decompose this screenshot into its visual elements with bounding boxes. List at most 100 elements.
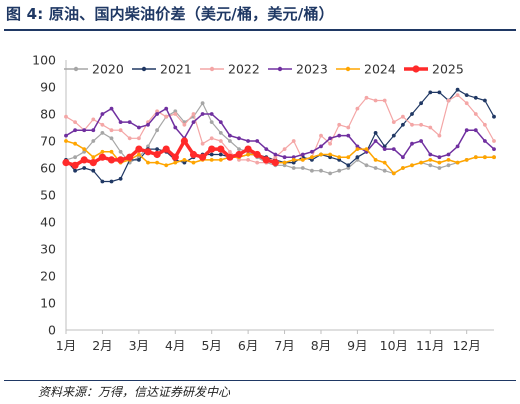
data-point (200, 141, 205, 146)
data-point (82, 147, 87, 152)
data-point (473, 112, 478, 116)
x-tick-label: 9月 (347, 338, 367, 353)
axes-layer: 0 10 20 30 40 50 60 70 80 90 100 1月 2月 3月 4月 5月 6月 7月 8月 9月… (32, 53, 494, 353)
data-point (109, 136, 114, 141)
data-point (273, 152, 278, 157)
series-line-2023 (65, 107, 495, 158)
data-point (300, 166, 305, 170)
legend-label: 2022 (228, 62, 260, 77)
data-point (171, 153, 179, 161)
legend-item-2020: 2020 (64, 62, 124, 77)
data-point (182, 158, 187, 162)
legend-item-2023: 2023 (268, 62, 328, 77)
data-point (473, 155, 478, 160)
legend-swatch-marker (277, 66, 283, 72)
data-point (100, 179, 105, 184)
data-point (291, 158, 296, 162)
data-point (473, 95, 478, 100)
data-point (264, 147, 269, 152)
data-point (291, 155, 296, 160)
data-point (118, 176, 123, 181)
data-point (455, 87, 460, 92)
data-point (189, 150, 198, 159)
data-point (135, 145, 143, 153)
data-point (373, 139, 378, 143)
legend-label: 2020 (92, 62, 124, 77)
data-point (355, 144, 360, 149)
data-point (244, 145, 252, 153)
data-point (282, 155, 287, 160)
data-point (483, 139, 487, 143)
data-point (282, 147, 287, 152)
data-point (410, 141, 414, 146)
y-tick-label: 80 (40, 107, 56, 122)
data-point (127, 120, 132, 124)
series-line-2025 (65, 139, 276, 168)
x-tick-label: 2月 (92, 338, 112, 353)
series-2022 (64, 93, 496, 165)
series-line-2021 (65, 89, 495, 183)
data-point (355, 106, 360, 111)
data-point (464, 93, 469, 97)
data-point (291, 160, 296, 165)
data-point (310, 168, 314, 173)
data-point (328, 171, 332, 176)
data-point (373, 98, 378, 103)
data-point (226, 153, 234, 161)
data-point (273, 155, 278, 160)
data-point (91, 117, 96, 122)
data-point (492, 114, 496, 119)
series-2021 (64, 87, 496, 184)
data-point (218, 131, 223, 135)
data-point (464, 101, 469, 106)
data-point (164, 114, 169, 119)
data-point (346, 133, 351, 138)
data-point (146, 122, 150, 127)
data-point (118, 128, 123, 133)
data-point (373, 158, 378, 162)
source-note: 资料来源：万得，信达证券研发中心 (38, 385, 231, 399)
data-point (410, 163, 414, 168)
data-point (492, 139, 496, 143)
data-point (382, 98, 387, 103)
data-point (337, 133, 342, 138)
legend-swatch-marker (412, 65, 420, 73)
data-point (473, 128, 478, 133)
data-point (328, 152, 332, 157)
x-tick-label: 11月 (416, 338, 444, 353)
x-tick-label: 4月 (165, 338, 185, 353)
data-point (173, 112, 178, 116)
data-point (209, 120, 214, 124)
data-point (255, 160, 260, 165)
data-point (492, 147, 496, 152)
data-point (364, 163, 369, 168)
legend-swatch-marker (73, 66, 79, 72)
data-point (419, 160, 423, 165)
x-tick-label: 6月 (238, 338, 258, 353)
x-tick-label: 3月 (129, 338, 149, 353)
data-point (483, 155, 487, 160)
data-point (373, 166, 378, 170)
data-point (282, 160, 287, 165)
data-point (182, 160, 187, 165)
data-point (355, 155, 360, 160)
data-point (155, 112, 160, 116)
data-point (319, 133, 323, 138)
data-point (73, 128, 77, 133)
data-point (64, 139, 68, 143)
y-tick-label: 90 (40, 80, 56, 95)
data-point (91, 139, 96, 143)
data-point (364, 147, 369, 152)
series-2025 (62, 137, 279, 169)
x-tick-label: 10月 (380, 338, 408, 353)
data-point (209, 136, 214, 141)
data-point (100, 112, 105, 116)
data-point (391, 171, 396, 176)
data-point (337, 122, 342, 127)
data-point (164, 106, 169, 111)
data-point (217, 145, 225, 153)
data-point (428, 163, 433, 168)
data-point (146, 160, 150, 165)
data-point (328, 155, 332, 160)
